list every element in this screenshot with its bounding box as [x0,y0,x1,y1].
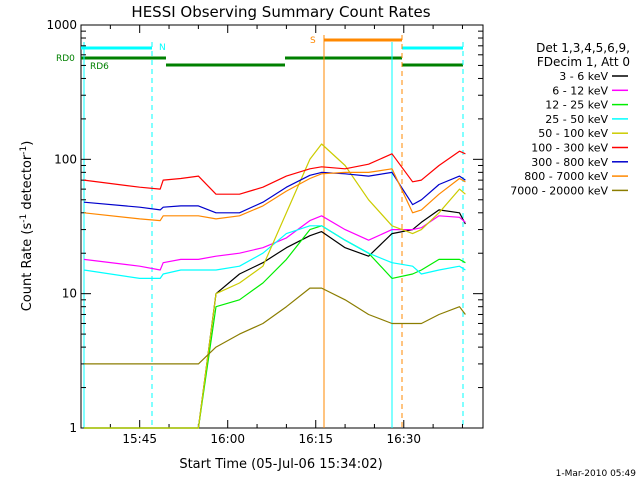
series-layer [83,143,466,429]
x-tick-label: 15:45 [122,432,157,446]
x-tick-label: 16:00 [210,432,245,446]
legend-header: FDecim 1, Att 0 [537,55,630,69]
y-axis-label: Count Rate (s-1 detector-1) [19,141,35,312]
series-line [83,287,466,365]
state-bars [81,38,463,67]
legend-entry-label: 800 - 7000 keV [524,170,608,183]
timestamp: 1-Mar-2010 05:49 [556,469,637,479]
legend-entry-label: 6 - 12 keV [552,84,608,97]
series-line [83,171,466,214]
legend-entry-label: 300 - 800 keV [531,156,608,169]
legend-entry-label: 100 - 300 keV [531,142,608,155]
series-line [83,168,466,222]
legend-entry-label: 12 - 25 keV [545,99,608,112]
series-line [83,143,466,429]
x-axis-label: Start Time (05-Jul-06 15:34:02) [179,457,382,472]
y-axis: 1 10 100 1000 [46,18,483,435]
chart-title: HESSI Observing Summary Count Rates [131,3,430,21]
plot-frame [80,24,484,429]
y-tick-label: 10 [62,287,77,301]
y-tick-label: 100 [54,152,77,166]
legend: Det 1,3,4,5,6,9,FDecim 1, Att 03 - 6 keV… [510,41,630,197]
rd0-label: RD0 [56,54,75,64]
legend-entry-label: 25 - 50 keV [545,113,608,126]
x-tick-label: 16:15 [298,432,333,446]
legend-entry-label: 3 - 6 keV [559,70,608,83]
legend-entry-label: 50 - 100 keV [538,127,608,140]
night-label: N [159,43,166,53]
series-line [83,225,466,279]
legend-entry-label: 7000 - 20000 keV [510,184,608,197]
rd6-label: RD6 [90,62,109,72]
y-tick-label: 1 [69,421,77,435]
series-line [83,150,466,195]
saa-label: S [310,36,316,46]
legend-header: Det 1,3,4,5,6,9, [536,41,630,55]
x-axis: 15:45 16:00 16:15 16:30 [80,25,463,446]
x-tick-label: 16:30 [386,432,421,446]
y-tick-label: 1000 [46,18,77,32]
